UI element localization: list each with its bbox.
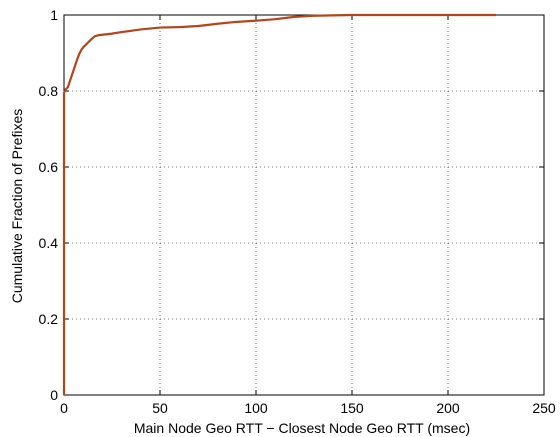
y-tick-label: 0.2 xyxy=(39,311,59,327)
x-axis-label: Main Node Geo RTT − Closest Node Geo RTT… xyxy=(134,420,470,436)
grid-lines xyxy=(64,15,544,395)
x-tick-label: 100 xyxy=(244,400,268,416)
y-axis-label: Cumulative Fraction of Prefixes xyxy=(9,109,25,304)
cdf-series-line xyxy=(62,13,496,395)
y-tick-label: 0.8 xyxy=(39,83,59,99)
y-tick-label: 0 xyxy=(50,387,58,403)
y-tick-label: 0.4 xyxy=(39,235,59,251)
x-tick-label: 150 xyxy=(340,400,364,416)
x-tick-label: 50 xyxy=(152,400,168,416)
x-tick-label: 0 xyxy=(60,400,68,416)
x-tick-label: 250 xyxy=(532,400,556,416)
series-layer xyxy=(62,13,496,395)
x-tick-label: 200 xyxy=(436,400,460,416)
axis-ticks: 0 50 100 150 200 250 0 0.2 0.4 0.6 0.8 1 xyxy=(39,7,556,416)
y-tick-label: 0.6 xyxy=(39,159,59,175)
plot-area-frame xyxy=(63,14,545,396)
y-tick-label: 1 xyxy=(50,7,58,23)
